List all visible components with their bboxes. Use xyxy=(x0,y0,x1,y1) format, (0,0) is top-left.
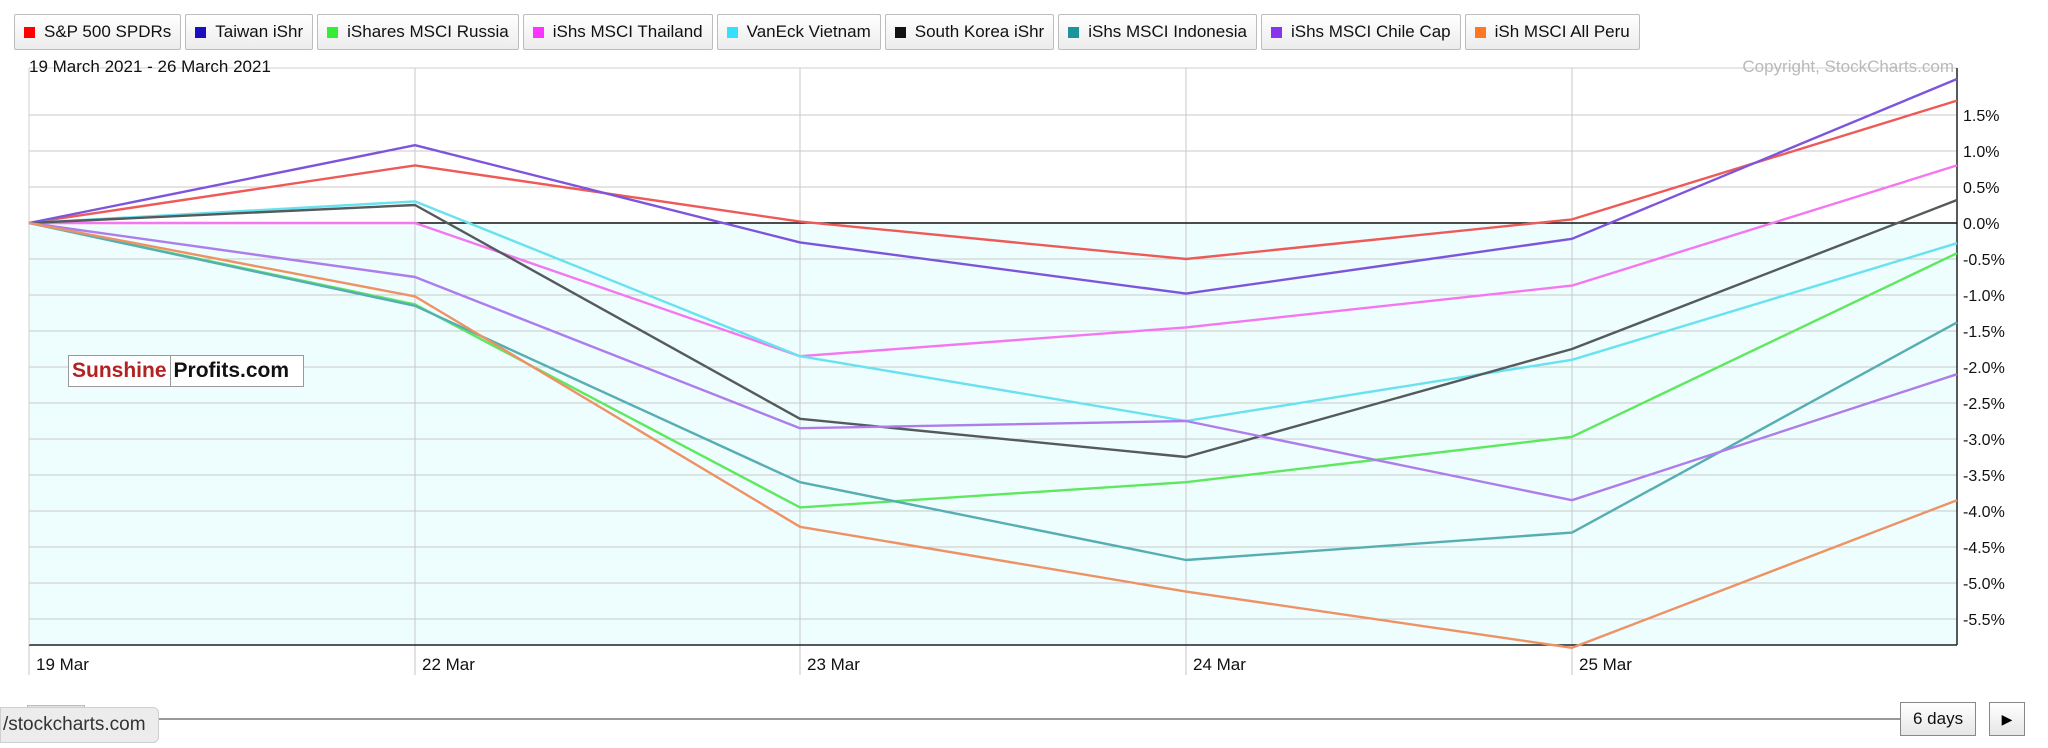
series-line-5 xyxy=(28,198,1958,459)
y-tick-label: 1.5% xyxy=(1963,108,1999,125)
legend-swatch xyxy=(1270,26,1282,38)
y-tick-label: -4.0% xyxy=(1963,504,2005,521)
y-tick-label: -2.0% xyxy=(1963,360,2005,377)
plot-background xyxy=(29,223,1957,645)
legend-label: iShs MSCI Chile Cap xyxy=(1290,22,1451,41)
y-tick-label: -0.5% xyxy=(1963,252,2005,269)
y-tick-label: -2.5% xyxy=(1963,396,2005,413)
legend-swatch xyxy=(1068,26,1080,38)
legend-swatch xyxy=(726,26,738,38)
date-range-label: 19 March 2021 - 26 March 2021 xyxy=(29,57,271,76)
legend-label: S&P 500 SPDRs xyxy=(44,22,172,41)
watermark-part-sunshine: Sunshine xyxy=(69,356,171,386)
series-line-3 xyxy=(29,164,1958,358)
legend-swatch xyxy=(327,26,339,38)
plot-area: 1.5% 1.0% 0.5% 0.0% -0.5% -1.0% -1.5% -2.0% -2.5… xyxy=(28,67,2005,675)
legend-label: iShares MSCI Russia xyxy=(347,22,509,41)
legend-label: VanEck Vietnam xyxy=(746,22,871,41)
y-tick-label: -4.5% xyxy=(1963,540,2005,557)
legend-item-2[interactable]: iShares MSCI Russia xyxy=(317,14,519,50)
legend-label: iSh MSCI All Peru xyxy=(1494,22,1630,41)
y-tick-label: 0.0% xyxy=(1963,216,1999,233)
legend-swatch xyxy=(1474,26,1486,38)
legend-item-1[interactable]: Taiwan iShr xyxy=(185,14,314,50)
date-scrollbar[interactable] xyxy=(140,718,1900,720)
x-tick-label: 23 Mar xyxy=(807,655,860,674)
y-tick-label: -5.0% xyxy=(1963,576,2005,593)
series-line-6 xyxy=(28,221,1958,562)
period-days-button[interactable]: 6 days xyxy=(1900,702,1977,736)
copyright-label: Copyright, StockCharts.com xyxy=(1742,57,1954,76)
y-tick-label: -3.5% xyxy=(1963,468,2005,485)
url-tooltip: /stockcharts.com xyxy=(0,707,159,743)
legend-item-4[interactable]: VanEck Vietnam xyxy=(716,14,881,50)
y-tick-label: -1.0% xyxy=(1963,288,2005,305)
x-tick-label: 25 Mar xyxy=(1579,655,1632,674)
y-tick-label: -3.0% xyxy=(1963,432,2005,449)
legend-swatch xyxy=(532,26,544,38)
legend-swatch xyxy=(195,26,207,38)
legend-item-7[interactable]: iShs MSCI Chile Cap xyxy=(1260,14,1461,50)
legend-label: South Korea iShr xyxy=(914,22,1045,41)
legend-item-3[interactable]: iShs MSCI Thailand xyxy=(522,14,713,50)
y-tick-label: 1.0% xyxy=(1963,144,1999,161)
legend-label: iShs MSCI Thailand xyxy=(552,22,703,41)
legend-label: Taiwan iShr xyxy=(215,22,304,41)
legend-label: iShs MSCI Indonesia xyxy=(1088,22,1247,41)
play-right-icon[interactable]: ▶ xyxy=(1989,702,2025,736)
x-tick-label: 22 Mar xyxy=(422,655,475,674)
x-tick-label: 24 Mar xyxy=(1193,655,1246,674)
y-tick-label: -1.5% xyxy=(1963,324,2005,341)
chart-legend: S&P 500 SPDRs Taiwan iShr iShares MSCI Rus… xyxy=(14,14,1640,54)
legend-item-6[interactable]: iShs MSCI Indonesia xyxy=(1058,14,1257,50)
x-tick-label: 19 Mar xyxy=(36,655,89,674)
watermark-part-profits: Profits.com xyxy=(173,359,290,382)
series-line-1 xyxy=(28,77,1958,295)
legend-item-0[interactable]: S&P 500 SPDRs xyxy=(14,14,182,50)
series-line-8 xyxy=(28,221,1958,649)
y-tick-label: -5.5% xyxy=(1963,612,2005,629)
series-line-0 xyxy=(28,99,1958,261)
sunshine-profits-watermark: Sunshine Profits.com xyxy=(68,355,305,387)
legend-item-5[interactable]: South Korea iShr xyxy=(884,14,1055,50)
legend-item-8[interactable]: iSh MSCI All Peru xyxy=(1464,14,1640,50)
legend-swatch xyxy=(894,26,906,38)
series-line-7 xyxy=(28,221,1958,502)
series-line-4 xyxy=(28,200,1958,423)
legend-swatch xyxy=(24,26,35,38)
y-tick-label: 0.5% xyxy=(1963,180,1999,197)
